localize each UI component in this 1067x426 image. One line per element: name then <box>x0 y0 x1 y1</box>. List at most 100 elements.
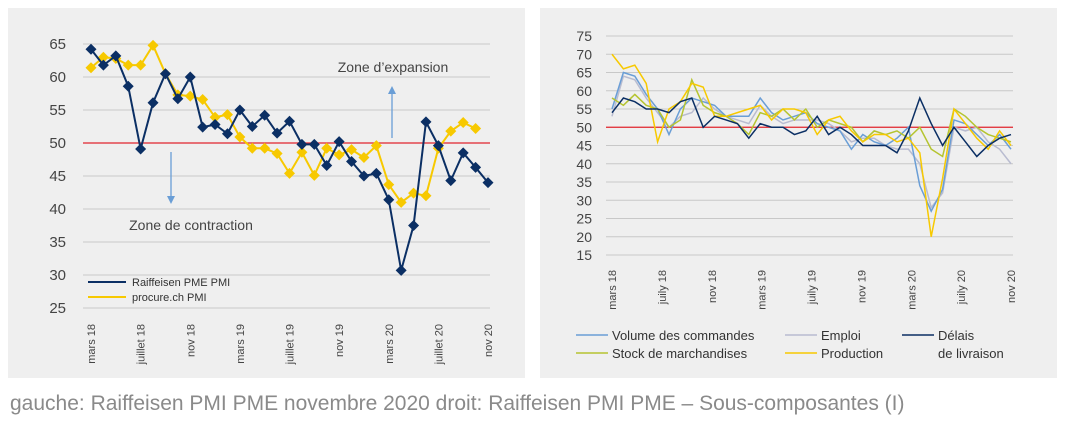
expansion-arrow-head-icon <box>388 86 396 94</box>
right-chart-panel: 15 20 25 30 35 40 45 50 55 60 65 70 75 mars 18 juily 1… <box>540 8 1057 378</box>
data-point-series-0 <box>172 93 184 105</box>
legend-label: Raiffeisen PME PMI <box>132 277 230 289</box>
data-point-series-0 <box>159 68 171 80</box>
y-tick-label: 45 <box>49 168 66 185</box>
y-tick-label: 60 <box>576 83 592 99</box>
y-tick-label: 15 <box>576 247 592 263</box>
y-tick-label: 40 <box>49 201 66 218</box>
x-tick-label: juily 18 <box>657 270 669 305</box>
data-point-series-0 <box>346 155 358 167</box>
data-point-series-1 <box>246 142 258 154</box>
data-point-series-0 <box>457 147 469 159</box>
data-point-series-1 <box>135 59 147 71</box>
y-tick-label: 20 <box>576 229 592 245</box>
y-tick-label: 35 <box>576 174 592 190</box>
data-point-series-1 <box>333 149 345 161</box>
legend-label: de livraison <box>938 346 1004 361</box>
x-tick-label: juillet 18 <box>136 324 148 365</box>
data-point-series-1 <box>420 190 432 202</box>
y-tick-label: 30 <box>49 267 66 284</box>
data-point-series-1 <box>209 111 221 123</box>
data-point-series-1 <box>221 109 233 121</box>
y-tick-label: 35 <box>49 234 66 251</box>
x-tick-label: juily 20 <box>956 270 968 305</box>
data-point-series-0 <box>321 159 333 171</box>
data-point-series-0 <box>234 104 246 116</box>
data-point-series-0 <box>184 71 196 83</box>
data-point-series-0 <box>97 59 109 71</box>
legend-label: Production <box>821 346 883 361</box>
data-point-series-0 <box>259 109 271 121</box>
y-tick-label: 55 <box>49 102 66 119</box>
y-tick-label: 75 <box>576 28 592 44</box>
data-point-series-0 <box>432 140 444 152</box>
legend-label: Délais <box>938 328 975 343</box>
annotation-contraction: Zone de contraction <box>129 217 253 233</box>
y-tick-label: 50 <box>576 119 592 135</box>
y-tick-label: 30 <box>576 192 592 208</box>
x-tick-label: mars 19 <box>757 270 769 310</box>
x-tick-label: nov 19 <box>856 270 868 303</box>
data-point-series-0 <box>358 170 370 182</box>
data-point-series-1 <box>370 140 382 152</box>
y-tick-label: 70 <box>576 46 592 62</box>
x-tick-label: mars 18 <box>86 324 98 364</box>
data-point-series-0 <box>209 119 221 131</box>
data-point-series-0 <box>197 121 209 133</box>
x-tick-label: nov 18 <box>185 324 197 357</box>
data-point-series-1 <box>122 59 134 71</box>
data-point-series-0 <box>333 136 345 148</box>
x-tick-label: nov 18 <box>707 270 719 303</box>
data-point-series-0 <box>296 138 308 150</box>
data-point-series-1 <box>457 117 469 129</box>
subcomponents-chart: 15 20 25 30 35 40 45 50 55 60 65 70 75 mars 18 juily 1… <box>576 28 1018 361</box>
data-point-series-0 <box>246 121 258 132</box>
data-point-series-0 <box>147 97 159 109</box>
data-point-series-0 <box>370 167 382 179</box>
data-point-series-0 <box>482 177 494 189</box>
data-point-series-0 <box>383 194 395 206</box>
data-point-series-1 <box>85 62 97 74</box>
data-point-series-1 <box>321 142 333 154</box>
y-tick-label: 65 <box>576 65 592 81</box>
x-tick-label: nov 20 <box>483 324 495 357</box>
pmi-chart: 25 30 35 40 45 50 55 60 65 mars 18 juillet 18 nov 1… <box>49 36 495 365</box>
y-tick-label: 60 <box>49 69 66 86</box>
x-tick-label: juily 19 <box>807 270 819 305</box>
data-point-series-1 <box>284 167 295 179</box>
y-tick-label: 55 <box>576 101 592 117</box>
data-point-series-0 <box>308 138 320 150</box>
x-tick-label: mars 20 <box>384 324 396 364</box>
data-point-series-1 <box>197 93 209 105</box>
data-point-series-0 <box>110 50 122 62</box>
legend-label: procure.ch PMI <box>132 292 207 304</box>
x-tick-label: juillet 20 <box>433 324 445 365</box>
contraction-arrow-head-icon <box>167 196 175 204</box>
data-point-series-1 <box>296 146 308 158</box>
data-point-series-1 <box>234 131 246 143</box>
legend-label: Stock de marchandises <box>612 346 748 361</box>
series-line-3 <box>611 77 1012 158</box>
data-point-series-1 <box>184 90 196 102</box>
data-point-series-0 <box>271 127 283 139</box>
data-point-series-1 <box>259 142 271 154</box>
data-point-series-1 <box>470 122 482 134</box>
x-tick-label: mars 20 <box>906 270 918 310</box>
data-point-series-0 <box>122 80 134 92</box>
data-point-series-0 <box>135 143 147 155</box>
series-line-0 <box>90 48 489 271</box>
x-tick-label: nov 19 <box>334 324 346 357</box>
data-point-series-0 <box>420 116 432 128</box>
data-point-series-1 <box>383 179 395 191</box>
series-line-2 <box>611 96 1012 158</box>
data-point-series-0 <box>284 115 295 127</box>
data-point-series-1 <box>395 196 407 208</box>
y-tick-label: 40 <box>576 156 592 172</box>
x-tick-label: nov 20 <box>1006 270 1018 303</box>
y-tick-label: 25 <box>49 300 66 317</box>
legend-label: Volume des commandes <box>612 328 755 343</box>
data-point-series-1 <box>147 39 159 51</box>
left-chart-panel: 25 30 35 40 45 50 55 60 65 mars 18 juillet 18 nov 1… <box>8 8 525 378</box>
data-point-series-1 <box>271 148 283 160</box>
data-point-series-1 <box>346 144 358 156</box>
